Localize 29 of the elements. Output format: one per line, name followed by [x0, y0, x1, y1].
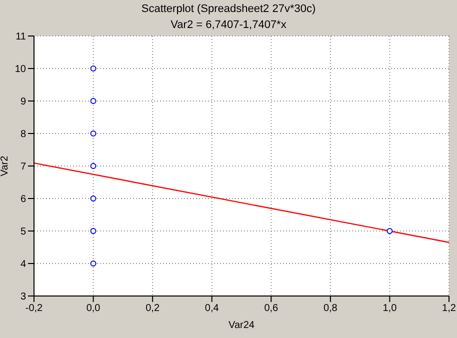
point	[90, 260, 96, 266]
chart-subtitle: Var2 = 6,7407-1,7407*x	[170, 19, 288, 31]
y-tick-label: 3	[20, 292, 26, 303]
point	[90, 163, 96, 169]
point	[90, 66, 96, 72]
x-tick-label: 0,8	[323, 303, 338, 314]
y-tick-label: 8	[20, 129, 26, 140]
y-tick-label: 5	[20, 226, 26, 238]
point	[90, 228, 96, 234]
y-axis-title: Var2	[0, 155, 11, 176]
point	[90, 130, 96, 136]
y-tick-label: 7	[20, 162, 26, 173]
x-tick-label: 1,0	[382, 303, 398, 314]
y-tick-label: 10	[14, 64, 26, 76]
y-tick-label: 4	[20, 259, 26, 270]
x-tick-label: -0,2	[25, 303, 44, 314]
x-tick-label: 0,6	[264, 303, 279, 314]
y-tick-label: 6	[20, 194, 26, 206]
y-tick-label: 11	[16, 32, 26, 43]
y-tick-label: 9	[20, 96, 26, 108]
x-tick-label: 0,2	[146, 303, 160, 314]
point	[90, 98, 96, 104]
chart-title: Scatterplot (Spreadsheet2 27v*30c)	[140, 3, 317, 15]
x-tick-label: 1,2	[442, 303, 456, 314]
x-tick-label: 0,0	[86, 303, 101, 314]
point	[90, 196, 96, 202]
x-axis-title: Var24	[228, 320, 255, 331]
point	[386, 228, 393, 234]
x-tick-label: 0,4	[204, 303, 220, 314]
